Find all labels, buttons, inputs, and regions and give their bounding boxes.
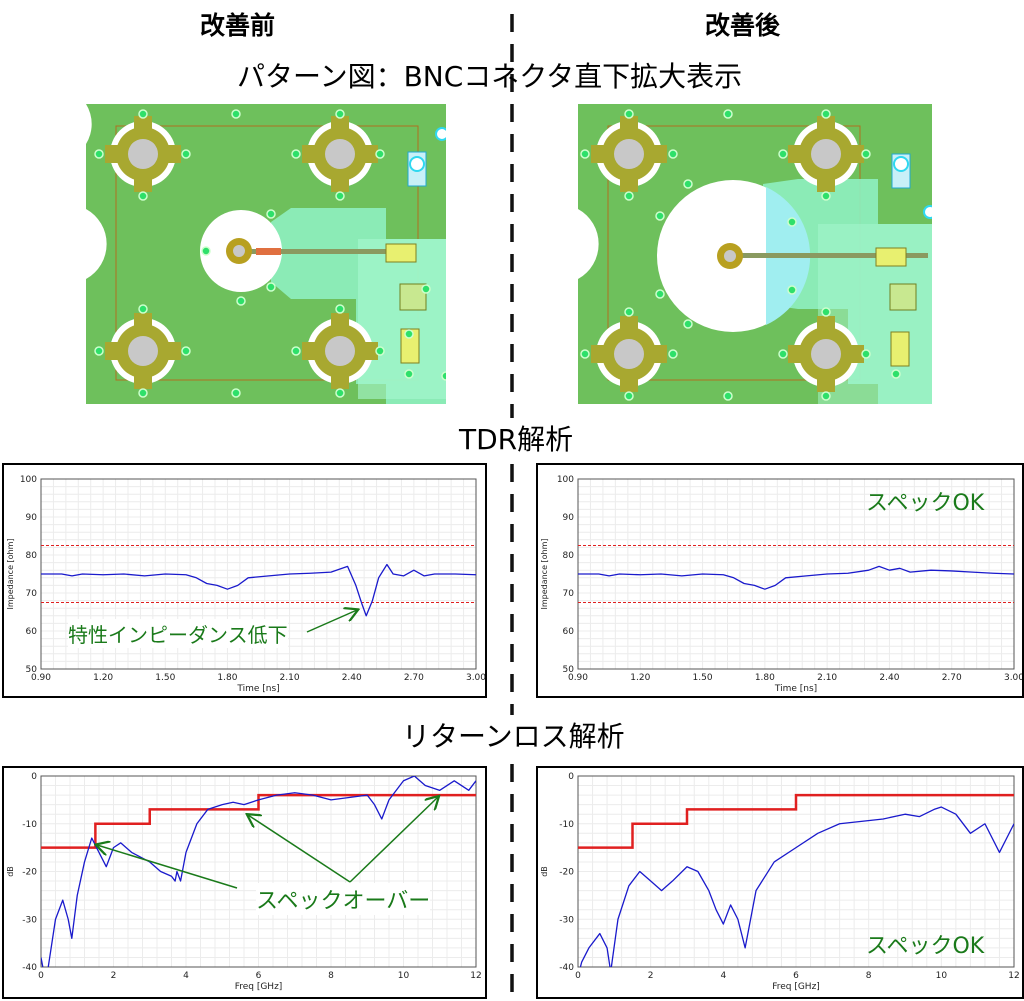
- x-tick-label: 2.70: [942, 673, 962, 683]
- y-tick-label: -30: [22, 915, 37, 925]
- y-axis-label: dB: [6, 866, 15, 877]
- x-tick-label: 4: [720, 971, 726, 981]
- spec-limit-line: [578, 793, 1014, 849]
- x-axis-label: Freq [GHz]: [235, 982, 283, 992]
- y-tick-label: 70: [26, 589, 38, 599]
- ground-pin-tl-after: [591, 116, 667, 192]
- y-tick-label: 50: [26, 665, 38, 675]
- y-tick-label: -40: [559, 963, 574, 973]
- x-tick-label: 8: [328, 971, 334, 981]
- ground-pin-tr-after: [788, 116, 864, 192]
- plot-area: [40, 775, 477, 968]
- y-tick-label: -20: [22, 868, 37, 878]
- y-tick-label: 100: [557, 475, 574, 485]
- x-tick-label: 2.40: [342, 673, 362, 683]
- before-header: 改善前: [200, 11, 276, 40]
- x-tick-label: 2: [648, 971, 654, 981]
- x-axis-label: Freq [GHz]: [772, 982, 820, 992]
- ground-pin-tr: [302, 116, 378, 192]
- y-tick-label: 50: [563, 665, 575, 675]
- y-axis-label: Impedance [ohm]: [6, 538, 15, 609]
- y-tick-label: -40: [22, 963, 37, 973]
- y-axis-label: dB: [540, 866, 549, 877]
- x-tick-label: 6: [256, 971, 262, 981]
- impedance-drop-label: 特性インピーダンス低下: [68, 619, 288, 648]
- tdr-after-panel: 0.90 1.20 1.50 1.80 2.10 2.40 2.70 3.00 50 60 70 80…: [536, 463, 1024, 698]
- y-tick-label: 70: [563, 589, 575, 599]
- x-tick-label: 3.00: [466, 673, 485, 683]
- spec-ok-tdr-label: スペックOK: [866, 491, 985, 516]
- y-tick-label: -10: [22, 820, 37, 830]
- pcb-pattern-before: [86, 104, 446, 404]
- ground-pin-br-after: [788, 316, 864, 392]
- x-axis-label: Time [ns]: [774, 684, 817, 694]
- x-tick-label: 3.00: [1004, 673, 1022, 683]
- y-tick-label: 0: [568, 772, 574, 782]
- x-tick-label: 12: [470, 971, 481, 981]
- plot-area: [577, 775, 1015, 968]
- x-tick-label: 1.20: [93, 673, 113, 683]
- x-tick-label: 0.90: [31, 673, 51, 683]
- x-tick-label: 4: [183, 971, 189, 981]
- x-tick-label: 2.10: [280, 673, 300, 683]
- pcb-pattern-after: [578, 104, 932, 404]
- section-title-return-loss: リターンロス解析: [396, 715, 631, 755]
- tdr-after-chart: 0.90 1.20 1.50 1.80 2.10 2.40 2.70 3.00 50 60 70 80…: [540, 475, 1024, 694]
- after-header: 改善後: [705, 11, 781, 40]
- y-tick-label: 60: [563, 627, 575, 637]
- x-tick-label: 1.50: [693, 673, 713, 683]
- x-tick-label: 6: [793, 971, 799, 981]
- y-tick-label: -30: [559, 915, 574, 925]
- x-tick-label: 12: [1008, 971, 1019, 981]
- y-tick-label: 60: [26, 627, 38, 637]
- section-title-pattern: パターン図：BNCコネクタ直下拡大表示: [237, 60, 743, 93]
- return-loss-after-chart: 0 2 4 6 8 10 12 0 -10 -20 -30 -40 Freq [GHz] dB: [540, 772, 1020, 992]
- x-tick-label: 2.10: [817, 673, 837, 683]
- x-tick-label: 10: [936, 971, 948, 981]
- x-tick-label: 0: [38, 971, 44, 981]
- series-line: [41, 563, 476, 617]
- y-tick-label: 100: [20, 475, 37, 485]
- spec-ok-rl-label: スペックOK: [866, 934, 985, 959]
- y-tick-label: -10: [559, 820, 574, 830]
- series-line: [578, 565, 1014, 590]
- y-axis-label: Impedance [ohm]: [540, 538, 549, 609]
- return-loss-after-panel: 0 2 4 6 8 10 12 0 -10 -20 -30 -40 Freq [GHz] dB: [536, 766, 1024, 999]
- y-tick-label: -20: [559, 868, 574, 878]
- tdr-before-panel: 0.90 1.20 1.50 1.80 2.10 2.40 2.70 3.00 50 60 70 80…: [2, 463, 487, 698]
- y-tick-label: 90: [563, 513, 575, 523]
- center-divider: [510, 14, 514, 998]
- series-line: [579, 806, 1014, 967]
- x-tick-label: 1.50: [155, 673, 175, 683]
- x-tick-label: 1.80: [217, 673, 237, 683]
- ground-pin-tl: [105, 116, 181, 192]
- x-tick-label: 8: [866, 971, 872, 981]
- y-tick-label: 80: [26, 551, 38, 561]
- x-tick-label: 10: [398, 971, 410, 981]
- x-tick-label: 2.40: [879, 673, 899, 683]
- y-tick-label: 80: [563, 551, 575, 561]
- x-tick-label: 0: [575, 971, 581, 981]
- x-tick-label: 1.20: [630, 673, 650, 683]
- tdr-before-chart: 0.90 1.20 1.50 1.80 2.10 2.40 2.70 3.00 50 60 70 80…: [6, 475, 486, 694]
- x-tick-label: 2: [111, 971, 117, 981]
- x-tick-label: 1.80: [755, 673, 775, 683]
- ground-pin-bl: [105, 313, 181, 389]
- x-tick-label: 0.90: [568, 673, 588, 683]
- x-axis-label: Time [ns]: [236, 684, 279, 694]
- ground-pin-bl-after: [591, 316, 667, 392]
- ground-pin-br: [302, 313, 378, 389]
- x-tick-label: 2.70: [404, 673, 424, 683]
- y-tick-label: 90: [26, 513, 38, 523]
- spec-over-label: スペックオーバー: [256, 883, 431, 915]
- section-title-tdr: TDR解析: [453, 418, 580, 458]
- y-tick-label: 0: [31, 772, 37, 782]
